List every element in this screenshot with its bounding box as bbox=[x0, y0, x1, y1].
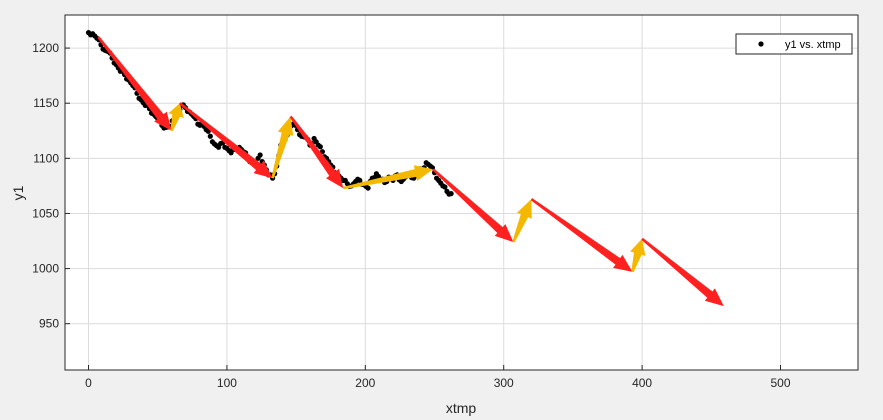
down-arrow bbox=[641, 237, 724, 307]
data-point bbox=[207, 133, 213, 139]
x-tick-label: 200 bbox=[355, 376, 375, 390]
y-tick-label: 1150 bbox=[33, 96, 59, 110]
data-point bbox=[257, 152, 263, 158]
down-arrow bbox=[530, 198, 633, 272]
x-tick-label: 100 bbox=[217, 376, 237, 390]
y-tick-label: 950 bbox=[39, 317, 59, 331]
legend-marker bbox=[758, 41, 764, 47]
data-point bbox=[357, 177, 363, 183]
data-point bbox=[365, 185, 371, 191]
y-tick-label: 1100 bbox=[33, 151, 59, 165]
data-point bbox=[317, 144, 323, 150]
legend: y1 vs. xtmp bbox=[735, 33, 853, 55]
plot-border bbox=[64, 14, 859, 371]
down-arrow bbox=[289, 115, 344, 189]
up-arrow bbox=[168, 103, 184, 132]
data-marks bbox=[85, 30, 724, 307]
up-arrow bbox=[512, 199, 532, 243]
data-point bbox=[442, 184, 448, 190]
y-tick-label: 1200 bbox=[32, 41, 59, 55]
grid-lines bbox=[65, 15, 858, 370]
axis-ticks: 0 100 200 300 400 500 950 1000 1050 1100 1150 1200 bbox=[32, 41, 791, 390]
legend-box bbox=[735, 33, 853, 55]
data-point bbox=[448, 191, 454, 197]
y-tick-label: 1000 bbox=[32, 262, 59, 276]
up-arrow bbox=[342, 165, 434, 190]
data-point bbox=[216, 144, 222, 150]
legend-entry-label: y1 vs. xtmp bbox=[785, 39, 841, 51]
y-tick-label: 1050 bbox=[32, 206, 59, 220]
y-axis-label: y1 bbox=[10, 185, 26, 200]
x-tick-label: 500 bbox=[770, 376, 790, 390]
down-arrow bbox=[432, 168, 514, 243]
x-tick-label: 400 bbox=[632, 376, 652, 390]
x-axis-label: xtmp bbox=[446, 400, 477, 416]
down-arrow bbox=[179, 102, 273, 179]
down-arrow bbox=[97, 36, 172, 131]
up-arrow bbox=[630, 238, 646, 273]
x-tick-label: 0 bbox=[85, 376, 92, 390]
x-tick-label: 300 bbox=[494, 376, 514, 390]
up-arrow bbox=[271, 116, 294, 179]
